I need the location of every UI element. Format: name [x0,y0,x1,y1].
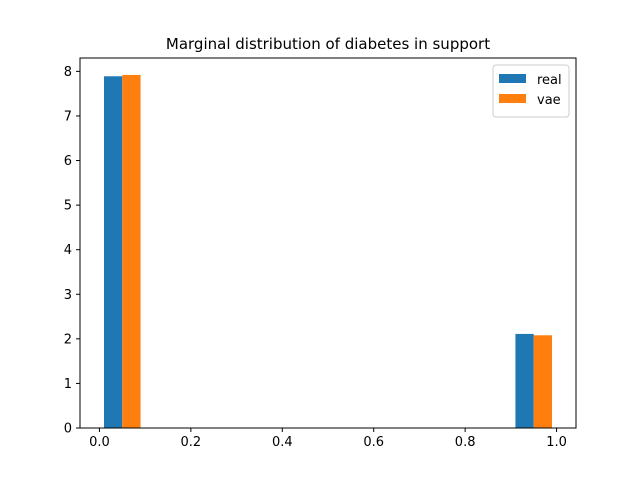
x-tick-label: 0.4 [272,435,293,450]
legend-label-real: real [537,73,562,88]
x-tick-label: 0.8 [455,435,476,450]
x-axis: 0.0 0.2 0.4 0.6 0.8 1.0 [89,428,567,450]
plot-frame [79,57,577,429]
chart-title: Marginal distribution of diabetes in sup… [166,35,490,53]
legend-label-vae: vae [537,93,561,108]
y-tick-label: 3 [64,288,72,303]
bars-layer [104,74,552,429]
y-tick-label: 1 [64,377,72,392]
y-tick-label: 8 [64,65,72,80]
x-tick-label: 1.0 [546,435,567,450]
legend: real vae [492,64,570,118]
bar-vae-0 [122,74,141,428]
bar-real-1 [515,333,534,428]
x-tick-label: 0.2 [181,435,202,450]
y-tick-label: 5 [64,199,72,214]
y-axis: 0 1 2 3 4 5 6 7 8 [64,65,80,437]
legend-swatch-real [499,74,526,83]
y-tick-label: 6 [64,154,72,169]
y-tick-label: 7 [64,109,72,124]
legend-swatch-vae [499,94,526,103]
bar-real-0 [104,76,123,429]
y-tick-label: 4 [64,243,72,258]
y-tick-label: 0 [64,422,72,437]
y-tick-label: 2 [64,332,72,347]
x-tick-label: 0.0 [89,435,110,450]
bar-vae-1 [533,335,552,428]
x-tick-label: 0.6 [363,435,384,450]
